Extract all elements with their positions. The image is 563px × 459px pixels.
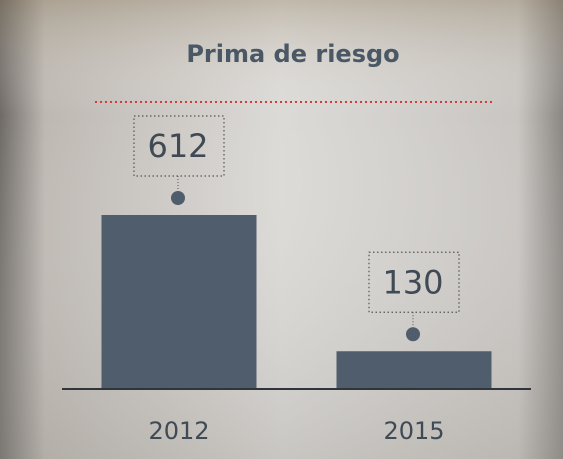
background-shade [0, 0, 563, 459]
x-tick-label: 2012 [148, 417, 209, 445]
label-dot [171, 191, 185, 205]
value-label: 130 [382, 263, 443, 301]
chart-title: Prima de riesgo [186, 40, 399, 68]
chart: Prima de riesgo 612 2012 130 2015 [0, 0, 563, 459]
value-label: 612 [147, 127, 208, 165]
bar [102, 215, 257, 388]
x-tick-label: 2015 [383, 417, 444, 445]
bar [337, 351, 492, 388]
label-dot [406, 327, 420, 341]
